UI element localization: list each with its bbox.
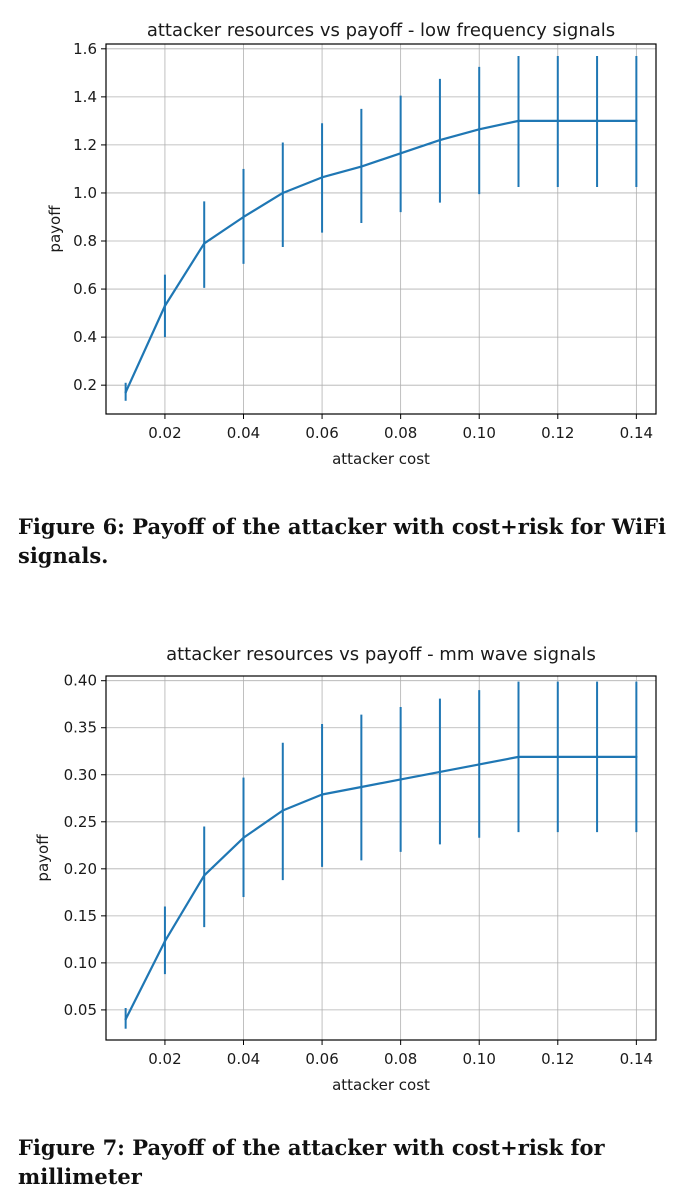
x-tick-label: 0.10 xyxy=(463,1050,496,1068)
data-point xyxy=(478,128,481,131)
data-point xyxy=(124,391,127,394)
figure-6-plot: 0.02 0.04 0.06 0.08 0.10 0.12 0.14 0.2 0.4 0.6 0.8… xyxy=(46,20,657,468)
x-tick-label: 0.14 xyxy=(620,1050,653,1068)
y-tick-label: 0.30 xyxy=(64,766,97,784)
data-point xyxy=(635,755,638,759)
figure-6-caption: Figure 6: Payoff of the attacker with co… xyxy=(18,514,666,568)
x-tick-label: 0.12 xyxy=(541,1050,574,1068)
x-tick-label: 0.10 xyxy=(463,424,496,442)
data-point xyxy=(281,809,284,812)
data-point xyxy=(320,176,324,179)
y-tick-label: 0.15 xyxy=(64,907,97,925)
figure-7-chart: 0.02 0.04 0.06 0.08 0.10 0.12 0.14 0.05 0.10 0.15… xyxy=(0,630,697,1105)
data-point xyxy=(595,755,599,759)
x-tick-label: 0.08 xyxy=(384,1050,417,1068)
chart-title: attacker resources vs payoff - low frequ… xyxy=(147,20,615,41)
data-point xyxy=(360,785,363,789)
chart-title: attacker resources vs payoff - mm wave s… xyxy=(166,644,596,665)
data-point xyxy=(517,755,520,759)
y-tick-label: 1.0 xyxy=(73,184,97,202)
x-tick-label: 0.08 xyxy=(384,424,417,442)
data-point xyxy=(124,1018,127,1021)
x-tick-label: 0.02 xyxy=(148,1050,181,1068)
y-tick-label: 0.40 xyxy=(64,672,97,690)
y-tick-label: 0.2 xyxy=(73,376,97,394)
y-tick-label: 0.25 xyxy=(64,813,97,831)
data-point xyxy=(320,793,324,796)
x-tick-label: 0.06 xyxy=(305,424,338,442)
x-tick-label: 0.04 xyxy=(227,424,260,442)
data-point xyxy=(242,836,245,839)
plot-frame xyxy=(105,675,657,1041)
y-axis-label: payoff xyxy=(34,834,52,882)
data-point xyxy=(556,119,559,123)
y-tick-label: 0.35 xyxy=(64,719,97,737)
data-point xyxy=(399,778,402,781)
y-tick-label: 1.6 xyxy=(73,40,97,58)
y-tick-label: 1.4 xyxy=(73,88,97,106)
payoff-series-line xyxy=(124,119,637,393)
data-point xyxy=(478,763,481,766)
data-point xyxy=(163,304,167,308)
x-tick-label: 0.14 xyxy=(620,424,653,442)
data-point xyxy=(203,874,206,877)
x-axis-label: attacker cost xyxy=(332,450,430,468)
x-tick-label: 0.02 xyxy=(148,424,181,442)
plot-frame xyxy=(105,43,657,415)
data-point xyxy=(163,940,167,943)
data-point xyxy=(556,755,559,759)
data-point xyxy=(635,119,638,123)
data-point xyxy=(595,119,599,123)
figure-7-plot: 0.02 0.04 0.06 0.08 0.10 0.12 0.14 0.05 0.10 0.15… xyxy=(34,644,657,1094)
y-axis-label: payoff xyxy=(46,205,64,253)
x-tick-label: 0.04 xyxy=(227,1050,260,1068)
y-tick-label: 1.2 xyxy=(73,136,97,154)
x-tick-label: 0.06 xyxy=(305,1050,338,1068)
data-point xyxy=(438,770,442,774)
x-axis-label: attacker cost xyxy=(332,1076,430,1094)
y-tick-label: 0.8 xyxy=(73,232,97,250)
data-point xyxy=(399,152,402,155)
data-point xyxy=(517,119,520,123)
y-tick-label: 0.05 xyxy=(64,1001,97,1019)
y-tick-label: 0.6 xyxy=(73,280,97,298)
y-tick-label: 0.20 xyxy=(64,860,97,878)
data-point xyxy=(203,242,206,245)
figure-6-chart: 0.02 0.04 0.06 0.08 0.10 0.12 0.14 0.2 0.4 0.6 0.8… xyxy=(0,0,697,480)
figure-7-caption: Figure 7: Payoff of the attacker with co… xyxy=(18,1135,605,1189)
y-tick-label: 0.10 xyxy=(64,954,97,972)
data-point xyxy=(281,191,284,195)
x-tick-label: 0.12 xyxy=(541,424,574,442)
data-point xyxy=(438,138,442,142)
payoff-series-line xyxy=(124,755,637,1020)
data-point xyxy=(242,215,245,219)
data-point xyxy=(360,165,363,168)
y-tick-label: 0.4 xyxy=(73,328,97,346)
